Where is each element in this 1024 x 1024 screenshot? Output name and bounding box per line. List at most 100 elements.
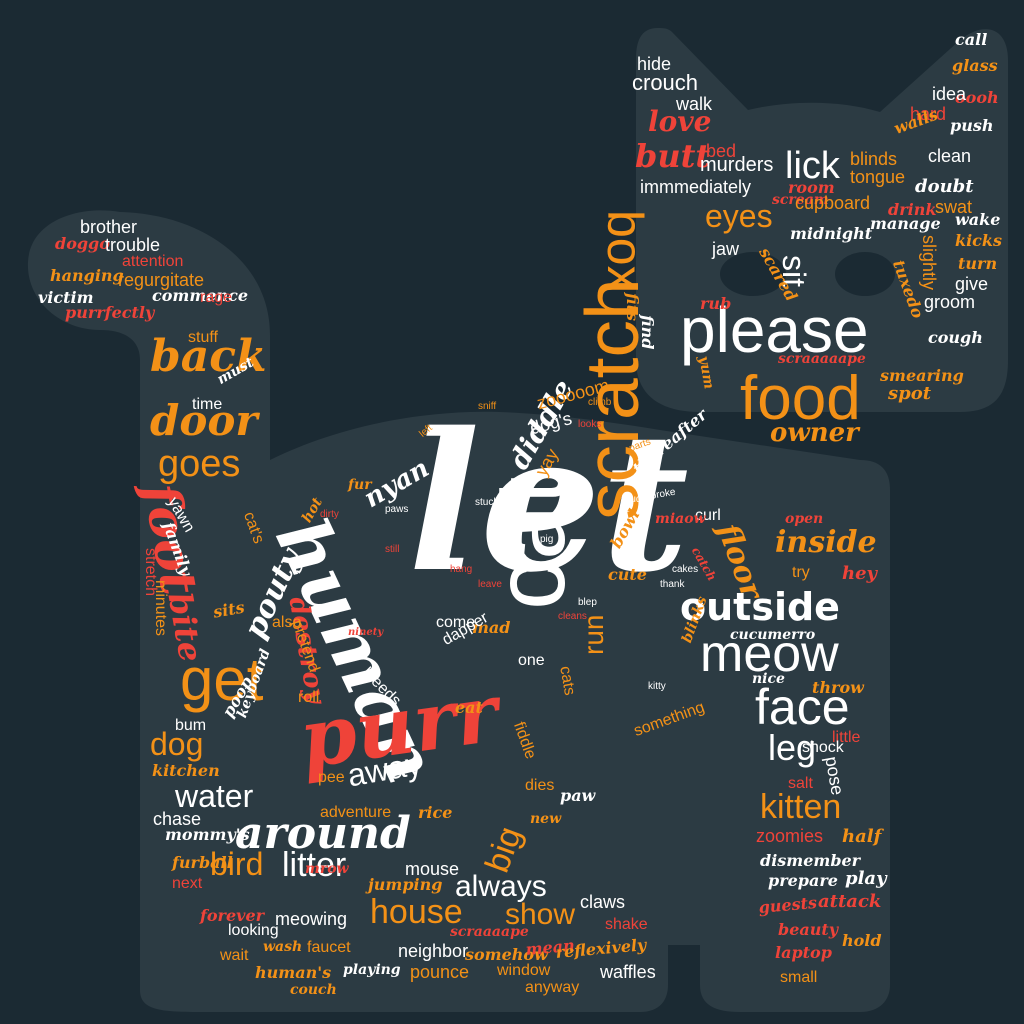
word-stuck: stuck: [475, 497, 499, 508]
word-still: still: [385, 544, 400, 555]
word-kitty: kitty: [648, 681, 666, 692]
word-leave: leave: [478, 579, 502, 590]
word-hanging: hanging: [50, 266, 124, 285]
word-shake: shake: [605, 916, 648, 933]
word-somehow: somehow: [465, 945, 548, 964]
word-also: also: [272, 614, 302, 631]
word-always: always: [455, 870, 547, 903]
word-time: time: [192, 396, 223, 413]
word-bum: bum: [175, 717, 207, 734]
word-let: let: [408, 391, 689, 614]
right-eye-hole: [835, 252, 895, 296]
word-cakes: cakes: [672, 564, 699, 575]
word-scream: scream: [772, 192, 829, 208]
word-scraaaaape: scraaaaape: [778, 351, 866, 367]
word-murders: murders: [700, 154, 774, 176]
word-mrow: mrow: [305, 861, 349, 877]
word-climb: climb: [588, 397, 612, 408]
word-couch: couch: [290, 982, 337, 998]
cat-body-silhouette: [27, 28, 1008, 1013]
word-rice: rice: [418, 803, 453, 822]
word-meowing: meowing: [275, 909, 348, 929]
word-human-s: human's: [255, 963, 332, 982]
word-curl: curl: [695, 507, 721, 524]
word-turn: turn: [958, 254, 998, 273]
word-tongue: tongue: [850, 167, 906, 187]
word-mouse: mouse: [405, 859, 460, 879]
word-rage: rage: [200, 289, 233, 306]
word-blinds: blinds: [850, 149, 898, 169]
word-new: new: [530, 811, 562, 827]
word-stare: stare: [310, 579, 333, 590]
word-trouble: trouble: [105, 235, 161, 255]
word-faucet: faucet: [307, 939, 351, 956]
word-fiddle: fiddle: [509, 719, 540, 762]
word-dirty: dirty: [320, 509, 339, 520]
word-try: try: [792, 564, 810, 581]
word-furball: furball: [172, 853, 233, 872]
word-crouch: crouch: [632, 70, 699, 95]
word-walk: walk: [676, 94, 713, 114]
word-drink: drink: [888, 200, 937, 219]
word-something: something: [631, 698, 707, 741]
word-litter: litter: [282, 846, 347, 884]
word-kicks: kicks: [955, 231, 1002, 250]
word-half: half: [842, 826, 882, 847]
word-give: give: [955, 274, 989, 294]
word-meow: meow: [700, 625, 839, 683]
word-get: get: [180, 646, 264, 713]
left-eye-hole: [720, 252, 786, 296]
word-blep: blep: [578, 597, 597, 608]
word-wash: wash: [263, 939, 303, 955]
word-jaw: jaw: [712, 239, 740, 259]
word-anyway: anyway: [525, 979, 580, 996]
word-salt: salt: [788, 775, 813, 792]
word-cucumerro: cucumerro: [730, 627, 816, 643]
word-find: find: [638, 315, 657, 350]
cat-eyes: [720, 252, 895, 296]
word-laptop: laptop: [775, 943, 832, 962]
word-dies: dies: [525, 777, 555, 794]
word-food: food: [740, 364, 861, 433]
word-water: water: [175, 778, 254, 814]
word-sniff: sniff: [478, 401, 497, 412]
word-idea: idea: [932, 84, 967, 104]
word-kitten: kitten: [760, 788, 842, 826]
word-forever: forever: [200, 906, 265, 925]
word-mad: mad: [472, 618, 511, 637]
word-chase: chase: [153, 809, 202, 829]
word-hide: hide: [637, 54, 672, 74]
word-groom: groom: [924, 292, 976, 312]
word-slightly: slightly: [919, 235, 939, 291]
word-next: next: [172, 875, 203, 892]
word-bird: bird: [210, 846, 264, 882]
word-clean: clean: [928, 146, 972, 166]
word-cupboard: cupboard: [795, 193, 871, 213]
word-around: around: [235, 808, 411, 859]
word-glass: glass: [952, 56, 998, 75]
word-owner: owner: [770, 418, 859, 448]
word-show: show: [505, 898, 576, 931]
word-pose: pose: [821, 754, 848, 797]
word-hard: hard: [910, 104, 947, 124]
word-scraaaape: scraaaape: [450, 924, 529, 940]
word-prepare: prepare: [768, 871, 838, 890]
word-doggo: doggo: [55, 234, 110, 253]
word-claws: claws: [580, 892, 626, 912]
word-cleans: cleans: [558, 611, 587, 622]
word-shock: shock: [802, 739, 844, 756]
word-please: please: [680, 294, 869, 366]
word-swat: swat: [935, 197, 973, 217]
word-dog: dog: [150, 726, 204, 762]
word-nice: nice: [752, 671, 785, 687]
word-jumping: jumping: [368, 875, 443, 894]
word-come: come: [436, 614, 476, 631]
word-cute: cute: [608, 565, 647, 584]
word-bite: bite: [160, 589, 211, 665]
word-throw: throw: [812, 678, 864, 697]
word-big: big: [478, 821, 530, 878]
word-hang: hang: [450, 564, 473, 575]
word-attention: attention: [122, 253, 184, 270]
